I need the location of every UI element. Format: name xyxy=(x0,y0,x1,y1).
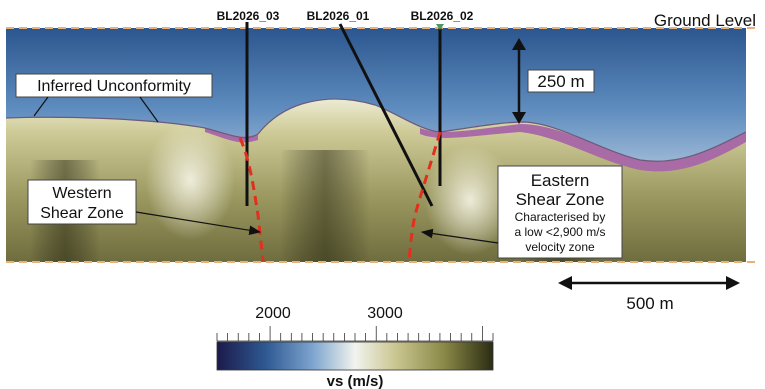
inferred-unconformity-label: Inferred Unconformity xyxy=(37,78,191,95)
inferred-unconformity-line xyxy=(6,98,746,162)
borehole-label-bl2026-02: BL2026_02 xyxy=(411,9,474,23)
light-velocity-zone-east xyxy=(425,145,515,255)
colorbar-title: vs (m/s) xyxy=(327,373,384,389)
borehole-marker-icon xyxy=(436,24,444,30)
horizontal-scale-label: 500 m xyxy=(626,294,673,313)
unconformity-band xyxy=(205,124,746,172)
western-shear-zone-trace xyxy=(238,137,265,263)
eastern-shear-zone-trace xyxy=(407,131,442,263)
borehole-bl2026-01 xyxy=(338,23,434,207)
western-shear-zone-label-line1: Western xyxy=(52,185,111,202)
eastern-shear-zone-note-line1: Characterised by xyxy=(515,210,606,224)
colorbar: 2000 3000 vs (m/s) xyxy=(216,305,494,389)
colorbar-tick-label-2000: 2000 xyxy=(255,305,291,322)
unconformity-pointer-west xyxy=(33,96,49,117)
eastern-shear-zone-arrow xyxy=(420,228,499,244)
western-shear-zone-label-line2: Shear Zone xyxy=(40,205,124,222)
eastern-shear-zone-box xyxy=(497,165,623,259)
inferred-unconformity-box xyxy=(15,73,213,98)
dark-velocity-zone-central xyxy=(280,150,370,262)
colorbar-tick-label-3000: 3000 xyxy=(367,305,403,322)
western-shear-zone-arrow xyxy=(135,211,262,236)
ground-level-label: Ground Level xyxy=(654,11,756,30)
colorbar-gradient xyxy=(216,341,494,371)
eastern-shear-zone-label-line2: Shear Zone xyxy=(516,190,605,209)
horizontal-scale-arrow xyxy=(558,276,740,290)
depth-scale-label: 250 m xyxy=(537,72,584,91)
depth-scale-arrow xyxy=(512,38,526,124)
borehole-label-bl2026-03: BL2026_03 xyxy=(217,9,280,23)
eastern-shear-zone-note-line3: velocity zone xyxy=(525,240,595,254)
unconformity-pointer-east xyxy=(139,96,159,123)
western-shear-zone-box xyxy=(27,179,137,225)
velocity-section xyxy=(6,28,746,262)
depth-scale-label-box xyxy=(527,69,595,93)
eastern-shear-zone-label-line1: Eastern xyxy=(531,171,590,190)
borehole-label-bl2026-01: BL2026_01 xyxy=(307,9,370,23)
colorbar-ticks xyxy=(216,326,494,342)
light-velocity-zone-west xyxy=(145,120,235,240)
eastern-shear-zone-note-line2: a low <2,900 m/s xyxy=(514,225,605,239)
